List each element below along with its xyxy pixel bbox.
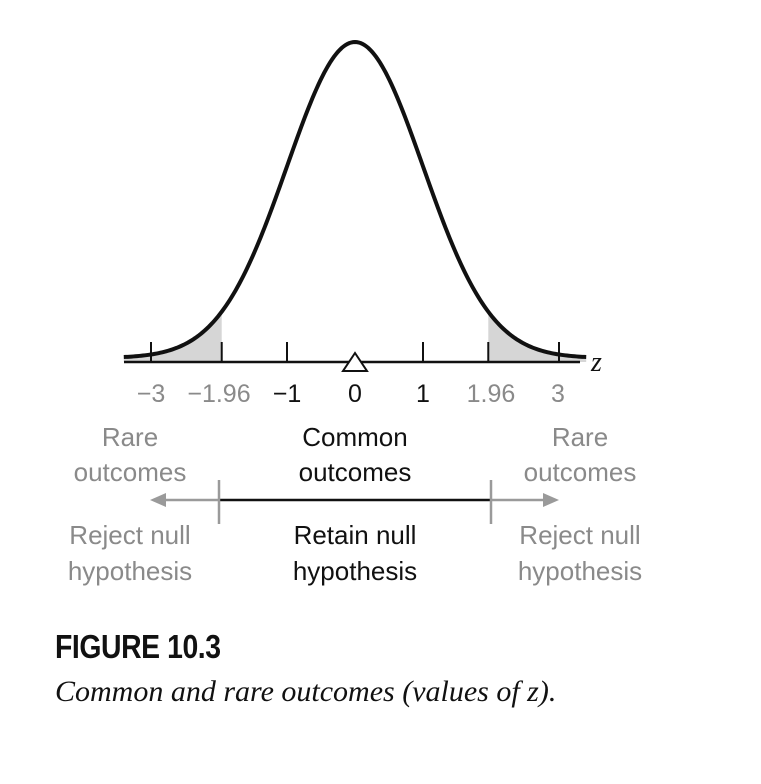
right-rejection-region — [488, 311, 587, 362]
center-decision-label-line2: hypothesis — [293, 556, 417, 586]
figure-caption: Common and rare outcomes (values of z). — [55, 675, 557, 708]
tick-label: 1 — [416, 380, 430, 408]
tick-label: 0 — [348, 380, 362, 408]
right-arrowhead-icon — [543, 493, 559, 507]
right-outcome-label-line1: Rare — [552, 422, 608, 452]
right-decision-label-line1: Reject null — [519, 520, 640, 550]
center-outcome-label-line2: outcomes — [299, 457, 412, 487]
tick-label: −1 — [273, 380, 302, 408]
tick-label: −3 — [137, 380, 166, 408]
normal-curve — [123, 39, 587, 360]
left-arrowhead-icon — [150, 493, 166, 507]
center-decision-label-line1: Retain null — [294, 520, 417, 550]
left-rejection-region — [123, 311, 222, 362]
mean-marker-triangle — [341, 351, 369, 372]
right-outcome-label-line2: outcomes — [524, 457, 637, 487]
left-outcome-label-line2: outcomes — [74, 457, 187, 487]
figure-number: FIGURE 10.3 — [55, 628, 221, 665]
center-outcome-label-line1: Common — [302, 422, 407, 452]
left-outcome-label-line1: Rare — [102, 422, 158, 452]
tick-label: 1.96 — [467, 380, 516, 408]
axis-variable-label: z — [590, 347, 602, 378]
right-decision-label-line2: hypothesis — [518, 556, 642, 586]
axis-ticks — [150, 342, 560, 362]
left-decision-label-line1: Reject null — [69, 520, 190, 550]
tick-label: 3 — [551, 380, 565, 408]
tick-label: −1.96 — [187, 380, 250, 408]
left-decision-label-line2: hypothesis — [68, 556, 192, 586]
